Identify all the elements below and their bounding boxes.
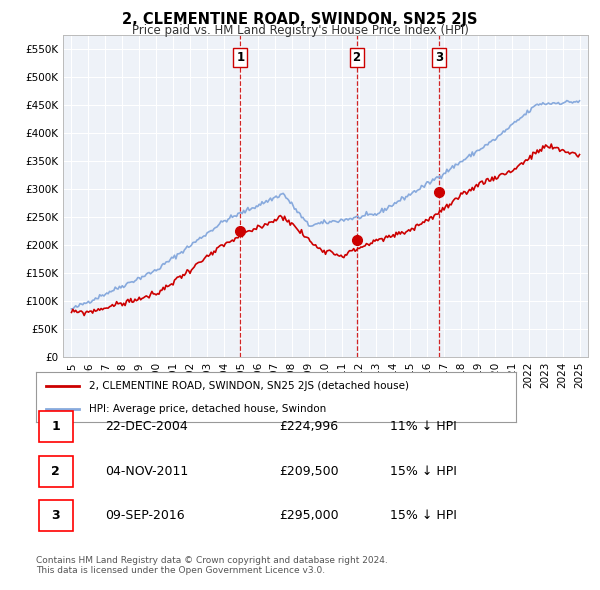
Text: 2: 2 [353, 51, 361, 64]
Text: 15% ↓ HPI: 15% ↓ HPI [390, 464, 457, 478]
Text: 1: 1 [51, 420, 60, 434]
Text: 22-DEC-2004: 22-DEC-2004 [104, 420, 187, 434]
Text: 04-NOV-2011: 04-NOV-2011 [104, 464, 188, 478]
Text: 09-SEP-2016: 09-SEP-2016 [104, 509, 184, 522]
Text: 2: 2 [51, 464, 60, 478]
FancyBboxPatch shape [38, 500, 73, 531]
Text: 11% ↓ HPI: 11% ↓ HPI [390, 420, 457, 434]
Text: 3: 3 [51, 509, 60, 522]
Text: £209,500: £209,500 [279, 464, 338, 478]
Text: Price paid vs. HM Land Registry's House Price Index (HPI): Price paid vs. HM Land Registry's House … [131, 24, 469, 37]
Text: Contains HM Land Registry data © Crown copyright and database right 2024.
This d: Contains HM Land Registry data © Crown c… [36, 556, 388, 575]
Text: 2, CLEMENTINE ROAD, SWINDON, SN25 2JS (detached house): 2, CLEMENTINE ROAD, SWINDON, SN25 2JS (d… [89, 381, 409, 391]
Text: 15% ↓ HPI: 15% ↓ HPI [390, 509, 457, 522]
Text: £224,996: £224,996 [279, 420, 338, 434]
Text: 2, CLEMENTINE ROAD, SWINDON, SN25 2JS: 2, CLEMENTINE ROAD, SWINDON, SN25 2JS [122, 12, 478, 27]
FancyBboxPatch shape [38, 455, 73, 487]
Text: HPI: Average price, detached house, Swindon: HPI: Average price, detached house, Swin… [89, 404, 326, 414]
FancyBboxPatch shape [38, 411, 73, 442]
Text: £295,000: £295,000 [279, 509, 338, 522]
Text: 1: 1 [236, 51, 244, 64]
Text: 3: 3 [435, 51, 443, 64]
